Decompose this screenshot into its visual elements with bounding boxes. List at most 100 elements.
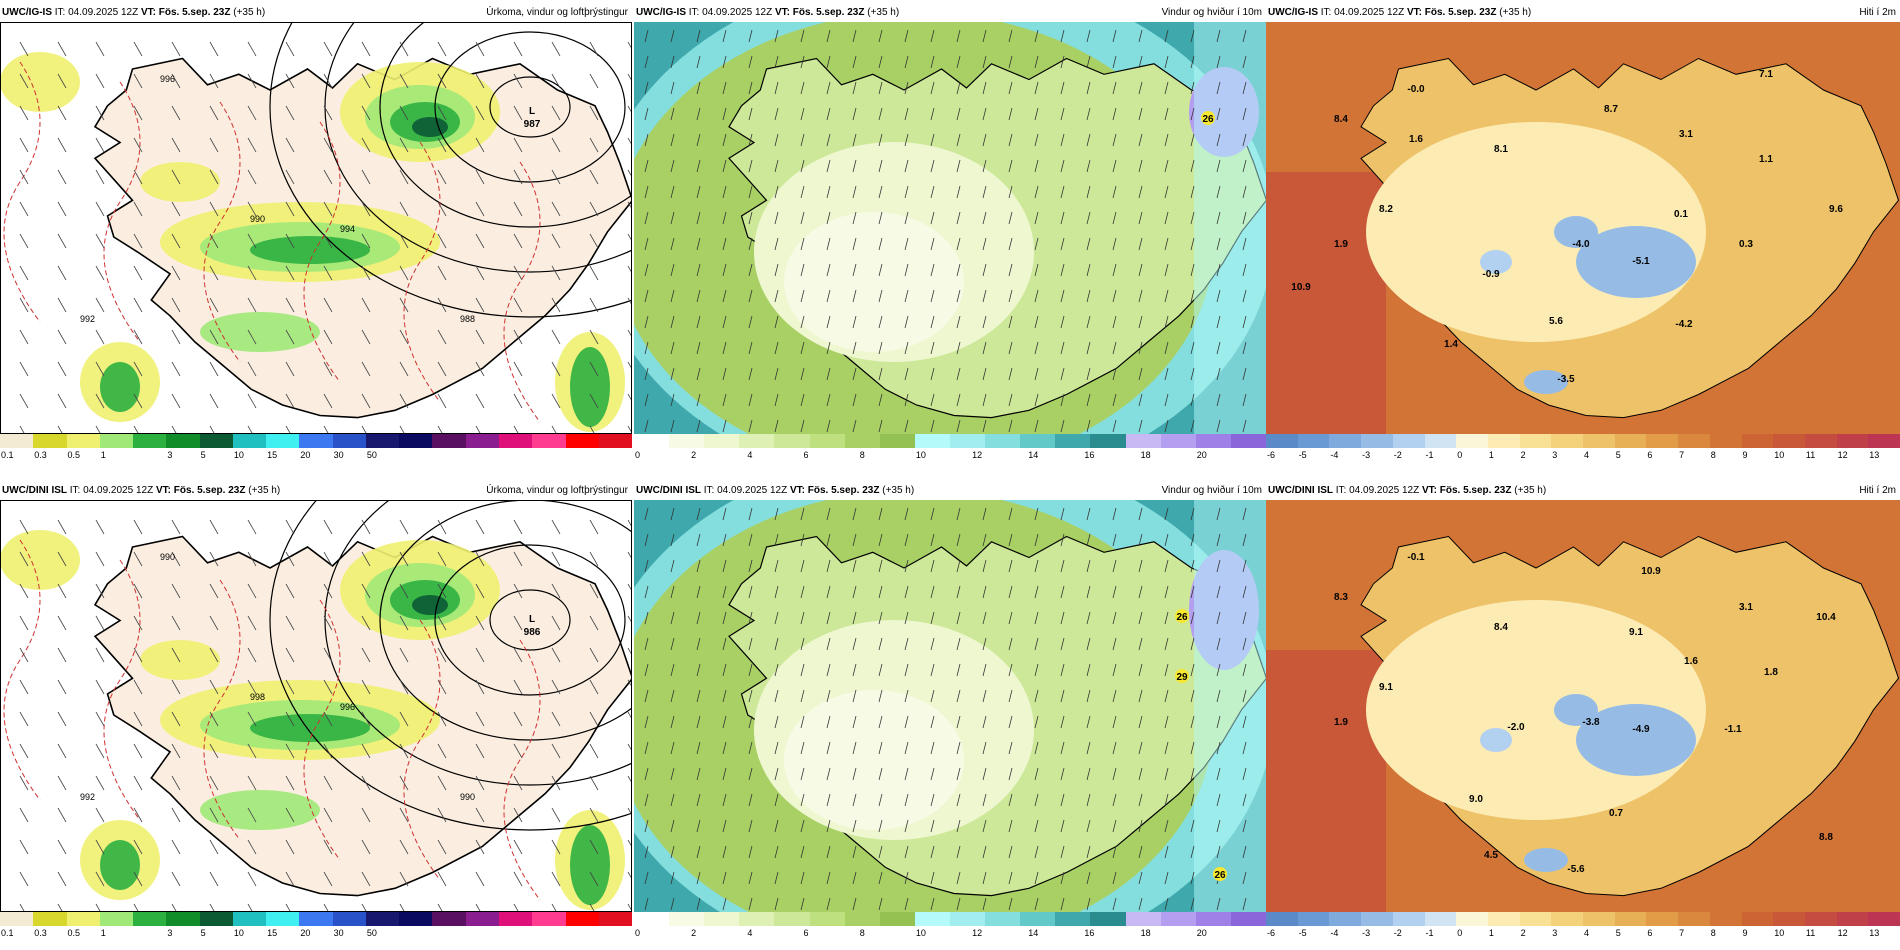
colorbar-tick: 0 (635, 450, 641, 460)
wind-barb (475, 201, 485, 217)
colorbar-swatch (565, 434, 599, 448)
wind-arrow (956, 533, 961, 547)
wind-barb (57, 871, 67, 887)
wind-arrow (774, 897, 779, 911)
colorbar-swatch (33, 434, 67, 448)
wind-arrow (930, 793, 935, 807)
colorbar-swatch (1487, 912, 1520, 926)
wind-arrow (1008, 559, 1013, 573)
wind-barb (171, 265, 181, 281)
wind-barb (95, 137, 105, 153)
wind-arrow (1216, 819, 1221, 833)
wind-arrow (878, 767, 883, 781)
colorbar-swatch (1709, 912, 1742, 926)
wind-arrow (1034, 55, 1039, 69)
colorbar-swatch (1487, 434, 1520, 448)
panel-header: UWC/IG-IS IT: 04.09.2025 12Z VT: Fös. 5.… (1266, 4, 1900, 22)
wind-barb (361, 169, 371, 185)
wind-arrow (1216, 133, 1221, 147)
wind-barb (627, 425, 632, 434)
wind-arrow (1190, 341, 1195, 355)
wind-arrow (800, 237, 805, 251)
wind-arrow (826, 29, 831, 43)
wind-barb (513, 615, 523, 631)
wind-barb (437, 615, 447, 631)
wind-barb (361, 871, 371, 887)
wind-barb (95, 265, 105, 281)
wind-arrow (800, 767, 805, 781)
wind-arrow (1086, 419, 1091, 433)
wind-arrow (1190, 767, 1195, 781)
wind-arrow (722, 159, 727, 173)
init-time: IT: 04.09.2025 12Z (54, 7, 139, 18)
wind-barb (589, 551, 599, 567)
wind-barb (437, 393, 447, 409)
wind-arrow (956, 663, 961, 677)
colorbar-swatch (232, 434, 267, 448)
temperature-label: 4.5 (1484, 850, 1498, 861)
precip-area (570, 347, 610, 427)
wind-arrow (670, 289, 675, 303)
wind-barb (475, 839, 485, 855)
wind-barb (19, 233, 29, 249)
wind-barb (285, 329, 295, 345)
colorbar-tick: 8 (1710, 928, 1716, 938)
wind-arrow (1086, 767, 1091, 781)
wind-arrow (1034, 315, 1039, 329)
wind-arrow (1112, 55, 1117, 69)
wind-arrow (904, 289, 909, 303)
wind-arrow (1034, 107, 1039, 121)
wind-arrow (644, 897, 649, 911)
wind-barb (551, 329, 561, 345)
wind-arrow (1216, 715, 1221, 729)
wind-barb (133, 73, 143, 89)
wind-arrow (774, 289, 779, 303)
wind-arrow (982, 845, 987, 859)
wind-barb (57, 647, 67, 663)
colorbar-swatch (669, 434, 705, 448)
wind-barb (247, 807, 257, 823)
wind-arrow (644, 819, 649, 833)
wind-arrow (1112, 663, 1117, 677)
wind-barb (361, 297, 371, 313)
wind-arrow (696, 507, 701, 521)
wind-arrow (1242, 185, 1247, 199)
wind-barb (551, 615, 561, 631)
temperature-label: 9.1 (1629, 627, 1643, 638)
wind-arrow (982, 159, 987, 173)
wind-arrow (722, 793, 727, 807)
wind-barb (95, 743, 105, 759)
wind-arrow (878, 897, 883, 911)
valid-time: VT: Fös. 5.sep. 23Z (140, 7, 231, 18)
wind-arrow (644, 419, 649, 433)
wind-barb (361, 583, 371, 599)
wind-arrow (956, 507, 961, 521)
wind-barb (551, 297, 561, 313)
wind-arrow (644, 393, 649, 407)
wind-arrow (1034, 133, 1039, 147)
colorbar-tick: 18 (1140, 450, 1151, 460)
wind-arrow (1008, 341, 1013, 355)
colorbar-tick: -3 (1362, 450, 1371, 460)
wind-barb (513, 297, 523, 313)
wind-arrow (748, 263, 753, 277)
temperature-label: 1.6 (1409, 134, 1423, 145)
wind-barb (589, 839, 599, 855)
wind-arrow (774, 663, 779, 677)
wind-barb (437, 519, 447, 535)
wind-arrow (1164, 29, 1169, 43)
wind-arrow (878, 55, 883, 69)
wind-arrow (644, 29, 649, 43)
wind-arrow (1060, 81, 1065, 95)
wind-barb (589, 361, 599, 377)
model-name: UWC/DINI ISL (636, 485, 701, 496)
precip-area (250, 236, 370, 264)
wind-arrow (644, 341, 649, 355)
model-name: UWC/IG-IS (636, 7, 686, 18)
wind-arrow (878, 185, 883, 199)
wind-arrow (1164, 133, 1169, 147)
wind-barb (171, 361, 181, 377)
wind-arrow (1112, 611, 1117, 625)
wind-arrow (904, 585, 909, 599)
wind-arrow (1242, 81, 1247, 95)
